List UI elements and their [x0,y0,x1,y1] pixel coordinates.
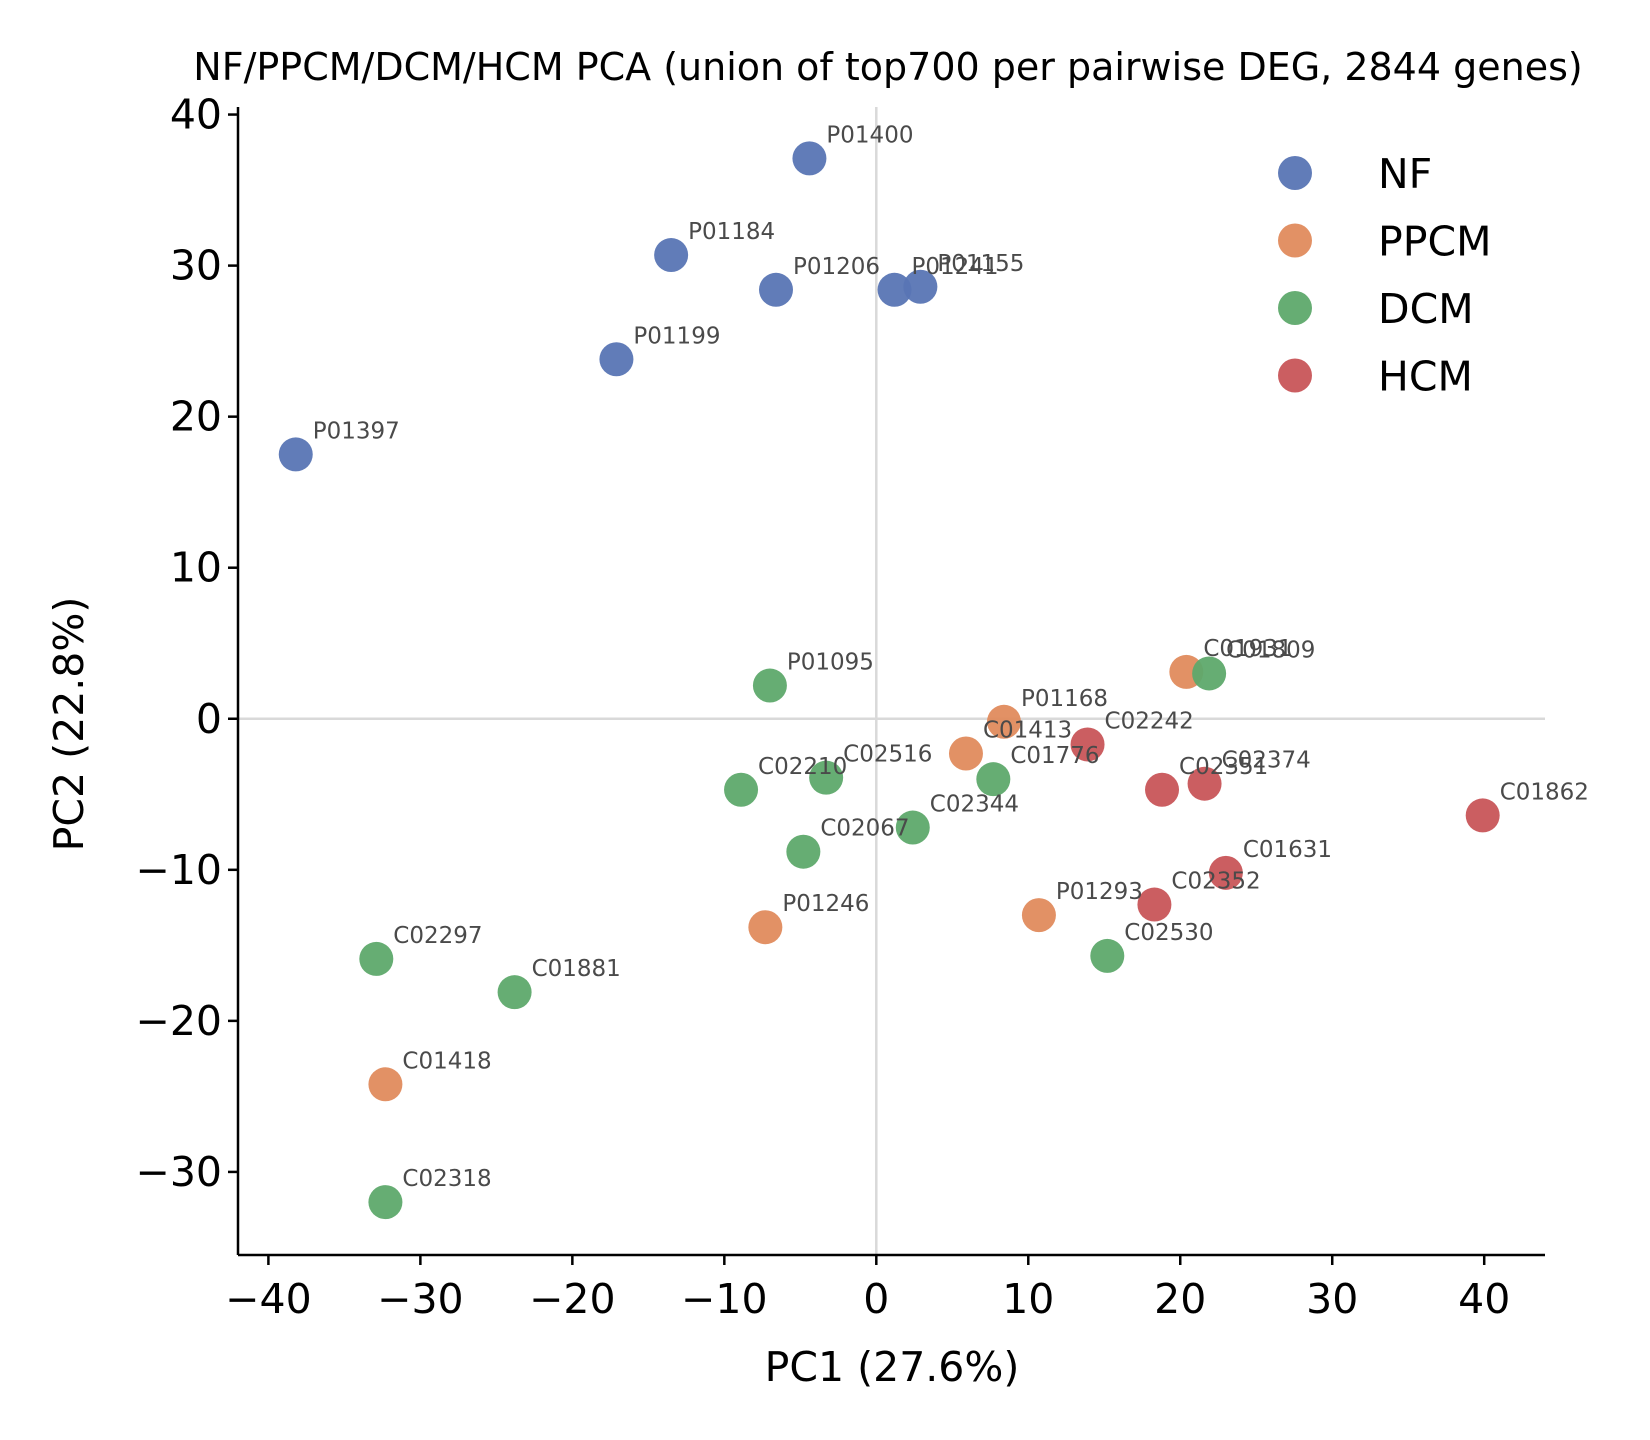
y-tick-label: 30 [170,242,222,290]
point-label: C01881 [532,956,621,982]
point-label: C02067 [820,816,909,842]
legend-marker-hcm [1278,358,1312,393]
data-point-dcm [359,941,394,976]
axes [236,107,1545,1257]
point-label: C01809 [1226,637,1315,663]
data-point-dcm [752,668,787,703]
y-axis-label: PC2 (22.8%) [45,597,93,852]
data-point-dcm [1090,938,1125,973]
point-label: C02352 [1171,869,1260,895]
legend-label-ppcm: PPCM [1378,218,1491,266]
y-tick-label: 0 [196,695,222,743]
x-tick-label: 10 [1002,1275,1054,1323]
data-point-hcm [1137,887,1172,922]
point-label: C01776 [1010,743,1099,769]
point-label: C02242 [1105,708,1194,734]
x-tick-label: 40 [1458,1275,1510,1323]
point-label: C01413 [983,718,1072,744]
data-point-dcm [809,760,844,795]
point-label: C02297 [393,923,482,949]
point-label: P01206 [793,254,880,280]
x-axis-label: PC1 (27.6%) [765,1343,1020,1391]
point-label: C02530 [1124,920,1213,946]
point-label: P01155 [937,251,1024,277]
legend-label-dcm: DCM [1378,285,1474,333]
point-label: C01418 [402,1048,491,1074]
x-tick-label: −30 [377,1275,464,1323]
data-point-hcm [1187,766,1222,801]
data-point-nf [877,272,912,307]
data-point-dcm [1192,656,1227,691]
legend: NF PPCM DCM HCM [1278,150,1491,401]
data-point-ppcm [368,1067,403,1102]
data-points [278,141,1500,1220]
legend-marker-dcm [1278,291,1312,325]
data-point-dcm [724,772,759,807]
data-point-hcm [1145,772,1180,807]
point-label: P01397 [313,418,400,444]
point-label: C02210 [758,754,847,780]
point-label: C01931 [1203,636,1292,662]
chart-title: NF/PPCM/DCM/HCM PCA (union of top700 per… [193,45,1582,89]
y-tick-label: 20 [170,393,222,441]
y-tick-label: −10 [135,846,222,894]
data-point-hcm [1070,727,1105,762]
data-point-hcm [1465,798,1500,833]
y-tick-label: 40 [170,91,222,139]
data-point-nf [792,141,827,176]
point-label: P01095 [787,650,874,676]
point-label: P01241 [912,254,999,280]
data-point-dcm [976,762,1011,797]
y-tick-label: −30 [135,1148,222,1196]
point-label: C02516 [843,742,932,768]
reference-lines [238,107,1545,1255]
point-label: C01631 [1243,837,1332,863]
legend-marker-ppcm [1278,223,1312,258]
point-label: P01184 [688,219,775,245]
data-point-ppcm [748,910,783,945]
point-label: P01400 [826,122,913,148]
legend-label-hcm: HCM [1378,353,1473,401]
point-label: C02351 [1179,754,1268,780]
point-label: P01168 [1021,686,1108,712]
data-point-ppcm [948,736,983,771]
legend-marker-nf [1278,156,1312,190]
x-tick-label: 30 [1306,1275,1358,1323]
x-tick-label: −40 [225,1275,312,1323]
point-label: C02344 [930,792,1019,818]
data-point-nf [654,238,689,273]
data-point-dcm [497,975,532,1010]
x-tick-label: 20 [1154,1275,1206,1323]
point-label: C02374 [1222,748,1311,774]
y-tick-label: −20 [135,997,222,1045]
x-tick-label: −10 [681,1275,768,1323]
data-point-dcm [895,810,930,845]
data-point-ppcm [986,704,1021,739]
point-label: C01862 [1500,779,1589,805]
data-point-nf [599,342,634,377]
data-point-dcm [786,834,821,869]
point-label: C02318 [402,1166,491,1192]
x-tick-label: −20 [529,1275,616,1323]
data-point-nf [758,272,793,307]
point-label: P01199 [633,323,720,349]
data-point-nf [903,269,938,304]
x-tick-label: 0 [863,1275,889,1323]
x-axis-ticks: −40 −30 −20 −10 0 10 20 30 40 [225,1255,1510,1323]
data-point-hcm [1208,855,1243,890]
point-label: P01246 [782,891,869,917]
point-label: P01293 [1056,879,1143,905]
data-point-ppcm [1021,898,1056,933]
legend-label-nf: NF [1378,150,1432,198]
y-axis-ticks: −30 −20 −10 0 10 20 30 40 [135,91,238,1196]
data-point-nf [278,437,313,472]
y-tick-label: 10 [170,544,222,592]
data-point-dcm [368,1185,403,1220]
